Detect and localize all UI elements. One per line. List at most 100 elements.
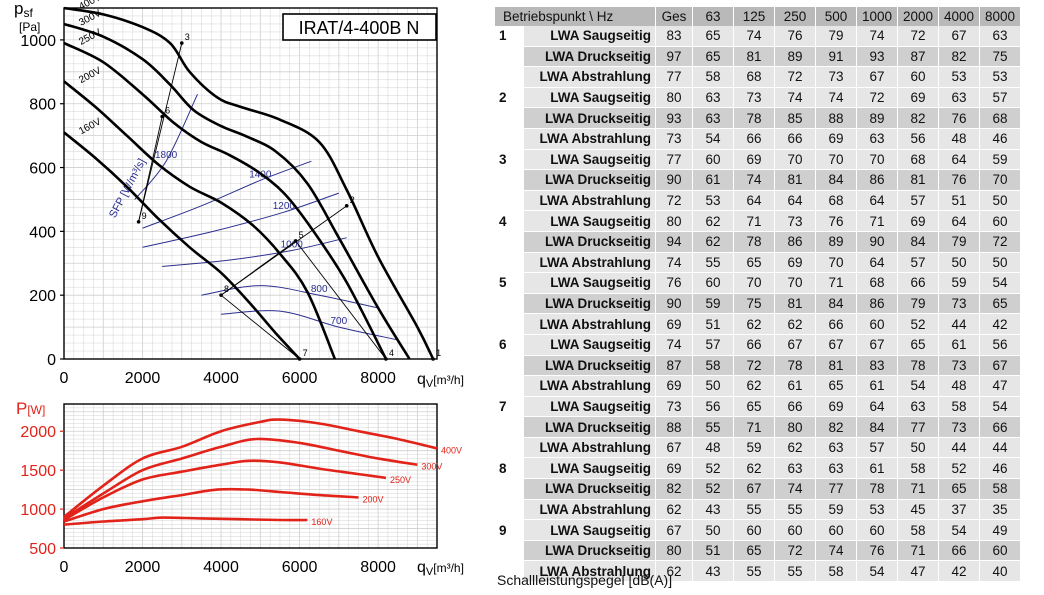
sfp-line <box>142 192 339 248</box>
value-cell: 54 <box>856 560 898 583</box>
value-cell: 70 <box>774 149 816 171</box>
value-cell: 85 <box>774 107 816 129</box>
operating-point-cell <box>495 375 524 397</box>
table-row: LWA Abstrahlung 72 53 64 64 68 64 57 51 50 <box>495 190 1021 212</box>
value-cell: 55 <box>733 560 775 583</box>
value-cell: 62 <box>655 499 693 521</box>
value-cell: 40 <box>979 560 1021 583</box>
column-header-point: Betriebspunkt \ Hz <box>495 7 656 26</box>
value-cell: 54 <box>692 128 734 150</box>
value-cell: 75 <box>733 293 775 315</box>
operating-point-cell <box>495 416 524 438</box>
value-cell: 63 <box>692 87 734 109</box>
value-cell: 89 <box>774 46 816 68</box>
row-label-cell: LWA Druckseitig <box>523 478 656 500</box>
value-cell: 93 <box>856 46 898 68</box>
operating-point-label: 2 <box>350 195 355 205</box>
value-cell: 81 <box>897 169 939 191</box>
pressure-grid <box>63 7 438 360</box>
value-cell: 84 <box>897 231 939 253</box>
value-cell: 71 <box>897 478 939 500</box>
value-cell: 74 <box>815 540 857 562</box>
value-cell: 62 <box>692 210 734 232</box>
value-cell: 55 <box>692 252 734 274</box>
operating-point-marker <box>179 41 184 45</box>
operating-point-cell <box>495 355 524 377</box>
value-cell: 55 <box>774 499 816 521</box>
system-curves <box>138 42 387 360</box>
value-cell: 82 <box>938 46 980 68</box>
value-cell: 89 <box>856 107 898 129</box>
row-label-cell: LWA Saugseitig <box>523 149 656 171</box>
value-cell: 66 <box>938 540 980 562</box>
value-cell: 72 <box>979 231 1021 253</box>
value-cell: 46 <box>979 128 1021 150</box>
row-label-cell: LWA Abstrahlung <box>523 437 656 459</box>
value-cell: 60 <box>733 519 775 541</box>
value-cell: 76 <box>655 272 693 294</box>
row-label-cell: LWA Saugseitig <box>523 457 656 480</box>
value-cell: 70 <box>815 149 857 171</box>
value-cell: 43 <box>692 499 734 521</box>
value-cell: 64 <box>856 396 898 418</box>
value-cell: 90 <box>655 169 693 191</box>
table-row: LWA Druckseitig 87 58 72 78 81 83 78 73 67 <box>495 355 1021 377</box>
value-cell: 60 <box>856 313 898 335</box>
value-cell: 57 <box>897 252 939 274</box>
value-cell: 72 <box>655 190 693 212</box>
value-cell: 80 <box>774 416 816 438</box>
power-plot-frame <box>63 403 438 549</box>
table-body: 1 LWA Saugseitig 83 65 74 76 79 74 72 67 63 LWA Dru… <box>495 26 1021 583</box>
value-cell: 67 <box>979 355 1021 377</box>
value-cell: 77 <box>815 478 857 500</box>
operating-point-cell <box>495 231 524 253</box>
column-header-2000: 2000 <box>897 7 939 26</box>
y-tick-label: 1000 <box>20 502 56 519</box>
value-cell: 74 <box>655 334 693 356</box>
pressure-curve-300V <box>63 22 411 360</box>
table-row: LWA Abstrahlung 77 58 68 72 73 67 60 53 53 <box>495 66 1021 88</box>
value-cell: 73 <box>938 416 980 438</box>
value-cell: 74 <box>774 87 816 109</box>
value-cell: 42 <box>938 560 980 583</box>
row-label-cell: LWA Abstrahlung <box>523 252 656 274</box>
value-cell: 70 <box>856 149 898 171</box>
operating-point-label: 9 <box>142 211 147 221</box>
y-tick-label: 600 <box>29 161 56 178</box>
value-cell: 81 <box>774 169 816 191</box>
operating-point-cell <box>495 107 524 129</box>
value-cell: 69 <box>655 375 693 397</box>
value-cell: 43 <box>692 560 734 583</box>
value-cell: 44 <box>938 437 980 459</box>
row-label-cell: LWA Druckseitig <box>523 416 656 438</box>
value-cell: 63 <box>692 107 734 129</box>
y-tick-label: 400 <box>29 224 56 241</box>
table-row: LWA Abstrahlung 67 48 59 62 63 57 50 44 44 <box>495 437 1021 459</box>
value-cell: 65 <box>733 396 775 418</box>
operating-point-label: 8 <box>224 284 229 294</box>
value-cell: 74 <box>655 252 693 274</box>
value-cell: 75 <box>979 46 1021 68</box>
value-cell: 67 <box>815 334 857 356</box>
sfp-line-label: 1200 <box>273 201 296 212</box>
column-header-125: 125 <box>733 7 775 26</box>
table-row: 4 LWA Saugseitig 80 62 71 73 76 71 69 64 60 <box>495 210 1021 232</box>
value-cell: 61 <box>856 375 898 397</box>
row-label-cell: LWA Druckseitig <box>523 169 656 191</box>
value-cell: 66 <box>774 396 816 418</box>
value-cell: 63 <box>938 87 980 109</box>
value-cell: 72 <box>733 355 775 377</box>
value-cell: 70 <box>733 272 775 294</box>
value-cell: 62 <box>692 231 734 253</box>
chart-title-box <box>282 13 437 41</box>
value-cell: 67 <box>655 519 693 541</box>
value-cell: 83 <box>856 355 898 377</box>
row-label-cell: LWA Abstrahlung <box>523 375 656 397</box>
value-cell: 87 <box>655 355 693 377</box>
value-cell: 49 <box>979 519 1021 541</box>
value-cell: 53 <box>938 66 980 88</box>
value-cell: 57 <box>897 190 939 212</box>
y-axis-label: psf <box>14 0 33 20</box>
value-cell: 88 <box>815 107 857 129</box>
value-cell: 51 <box>938 190 980 212</box>
